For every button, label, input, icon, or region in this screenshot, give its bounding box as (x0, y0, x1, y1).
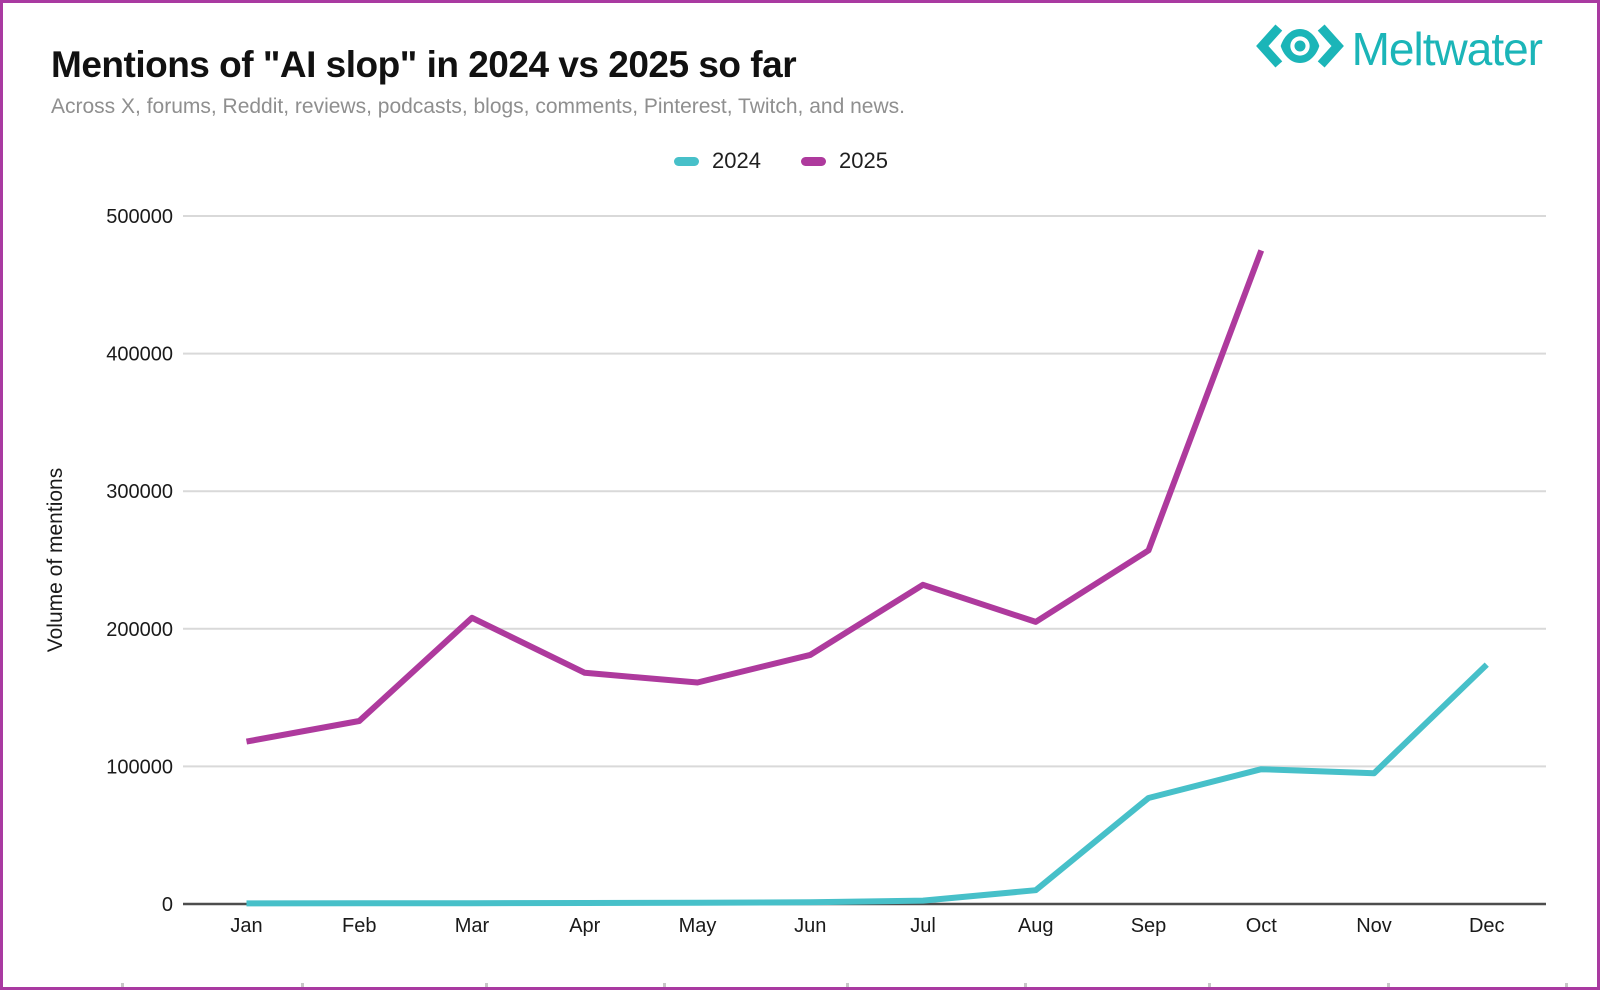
x-tick-label: Feb (342, 915, 376, 937)
meltwater-logo: Meltwater (1254, 22, 1543, 75)
legend-swatch-2025 (801, 156, 826, 166)
x-tick-label: Jun (794, 915, 826, 937)
bottom-artifact-tick (121, 983, 124, 990)
bottom-artifact-tick (1565, 983, 1568, 990)
y-tick-label: 500000 (106, 206, 173, 228)
x-tick-label: Sep (1131, 915, 1167, 937)
meltwater-logo-text: Meltwater (1351, 22, 1543, 75)
x-tick-label: Nov (1356, 915, 1392, 937)
y-tick-label: 0 (162, 894, 173, 916)
y-tick-label: 400000 (106, 344, 173, 366)
x-tick-label: Mar (455, 915, 490, 937)
y-tick-label: 100000 (106, 756, 173, 778)
x-tick-label: Dec (1469, 915, 1505, 937)
bottom-artifact-tick (301, 983, 304, 990)
x-tick-label: Apr (569, 915, 600, 937)
legend-swatch-2024 (674, 156, 700, 166)
legend-label-2025: 2025 (839, 148, 888, 173)
series-line-2025 (245, 249, 1265, 745)
chart-title: Mentions of "AI slop" in 2024 vs 2025 so… (51, 44, 797, 85)
y-tick-label: 200000 (106, 619, 173, 641)
bottom-artifact-tick (1387, 983, 1390, 990)
y-axis-title: Volume of mentions (44, 468, 67, 652)
x-tick-label: Aug (1018, 915, 1054, 937)
series-line-2024 (246, 662, 1489, 907)
x-tick-label: Jul (910, 915, 936, 937)
chart-legend: 2024 2025 (0, 148, 1581, 174)
x-tick-label: Jan (230, 915, 262, 937)
chart-subtitle: Across X, forums, Reddit, reviews, podca… (51, 95, 905, 118)
legend-label-2024: 2024 (712, 148, 761, 173)
y-tick-label: 300000 (106, 481, 173, 503)
bottom-artifact-tick (663, 983, 666, 990)
x-tick-label: Oct (1246, 915, 1278, 937)
meltwater-eye-icon (1254, 22, 1346, 75)
bottom-artifact-tick (1024, 983, 1027, 990)
x-tick-label: May (679, 915, 717, 937)
bottom-artifact-tick (846, 983, 849, 990)
bottom-artifact-tick (1208, 983, 1211, 990)
legend-item-2024: 2024 (674, 148, 761, 174)
bottom-artifact-tick (485, 983, 488, 990)
legend-item-2025: 2025 (801, 148, 888, 174)
